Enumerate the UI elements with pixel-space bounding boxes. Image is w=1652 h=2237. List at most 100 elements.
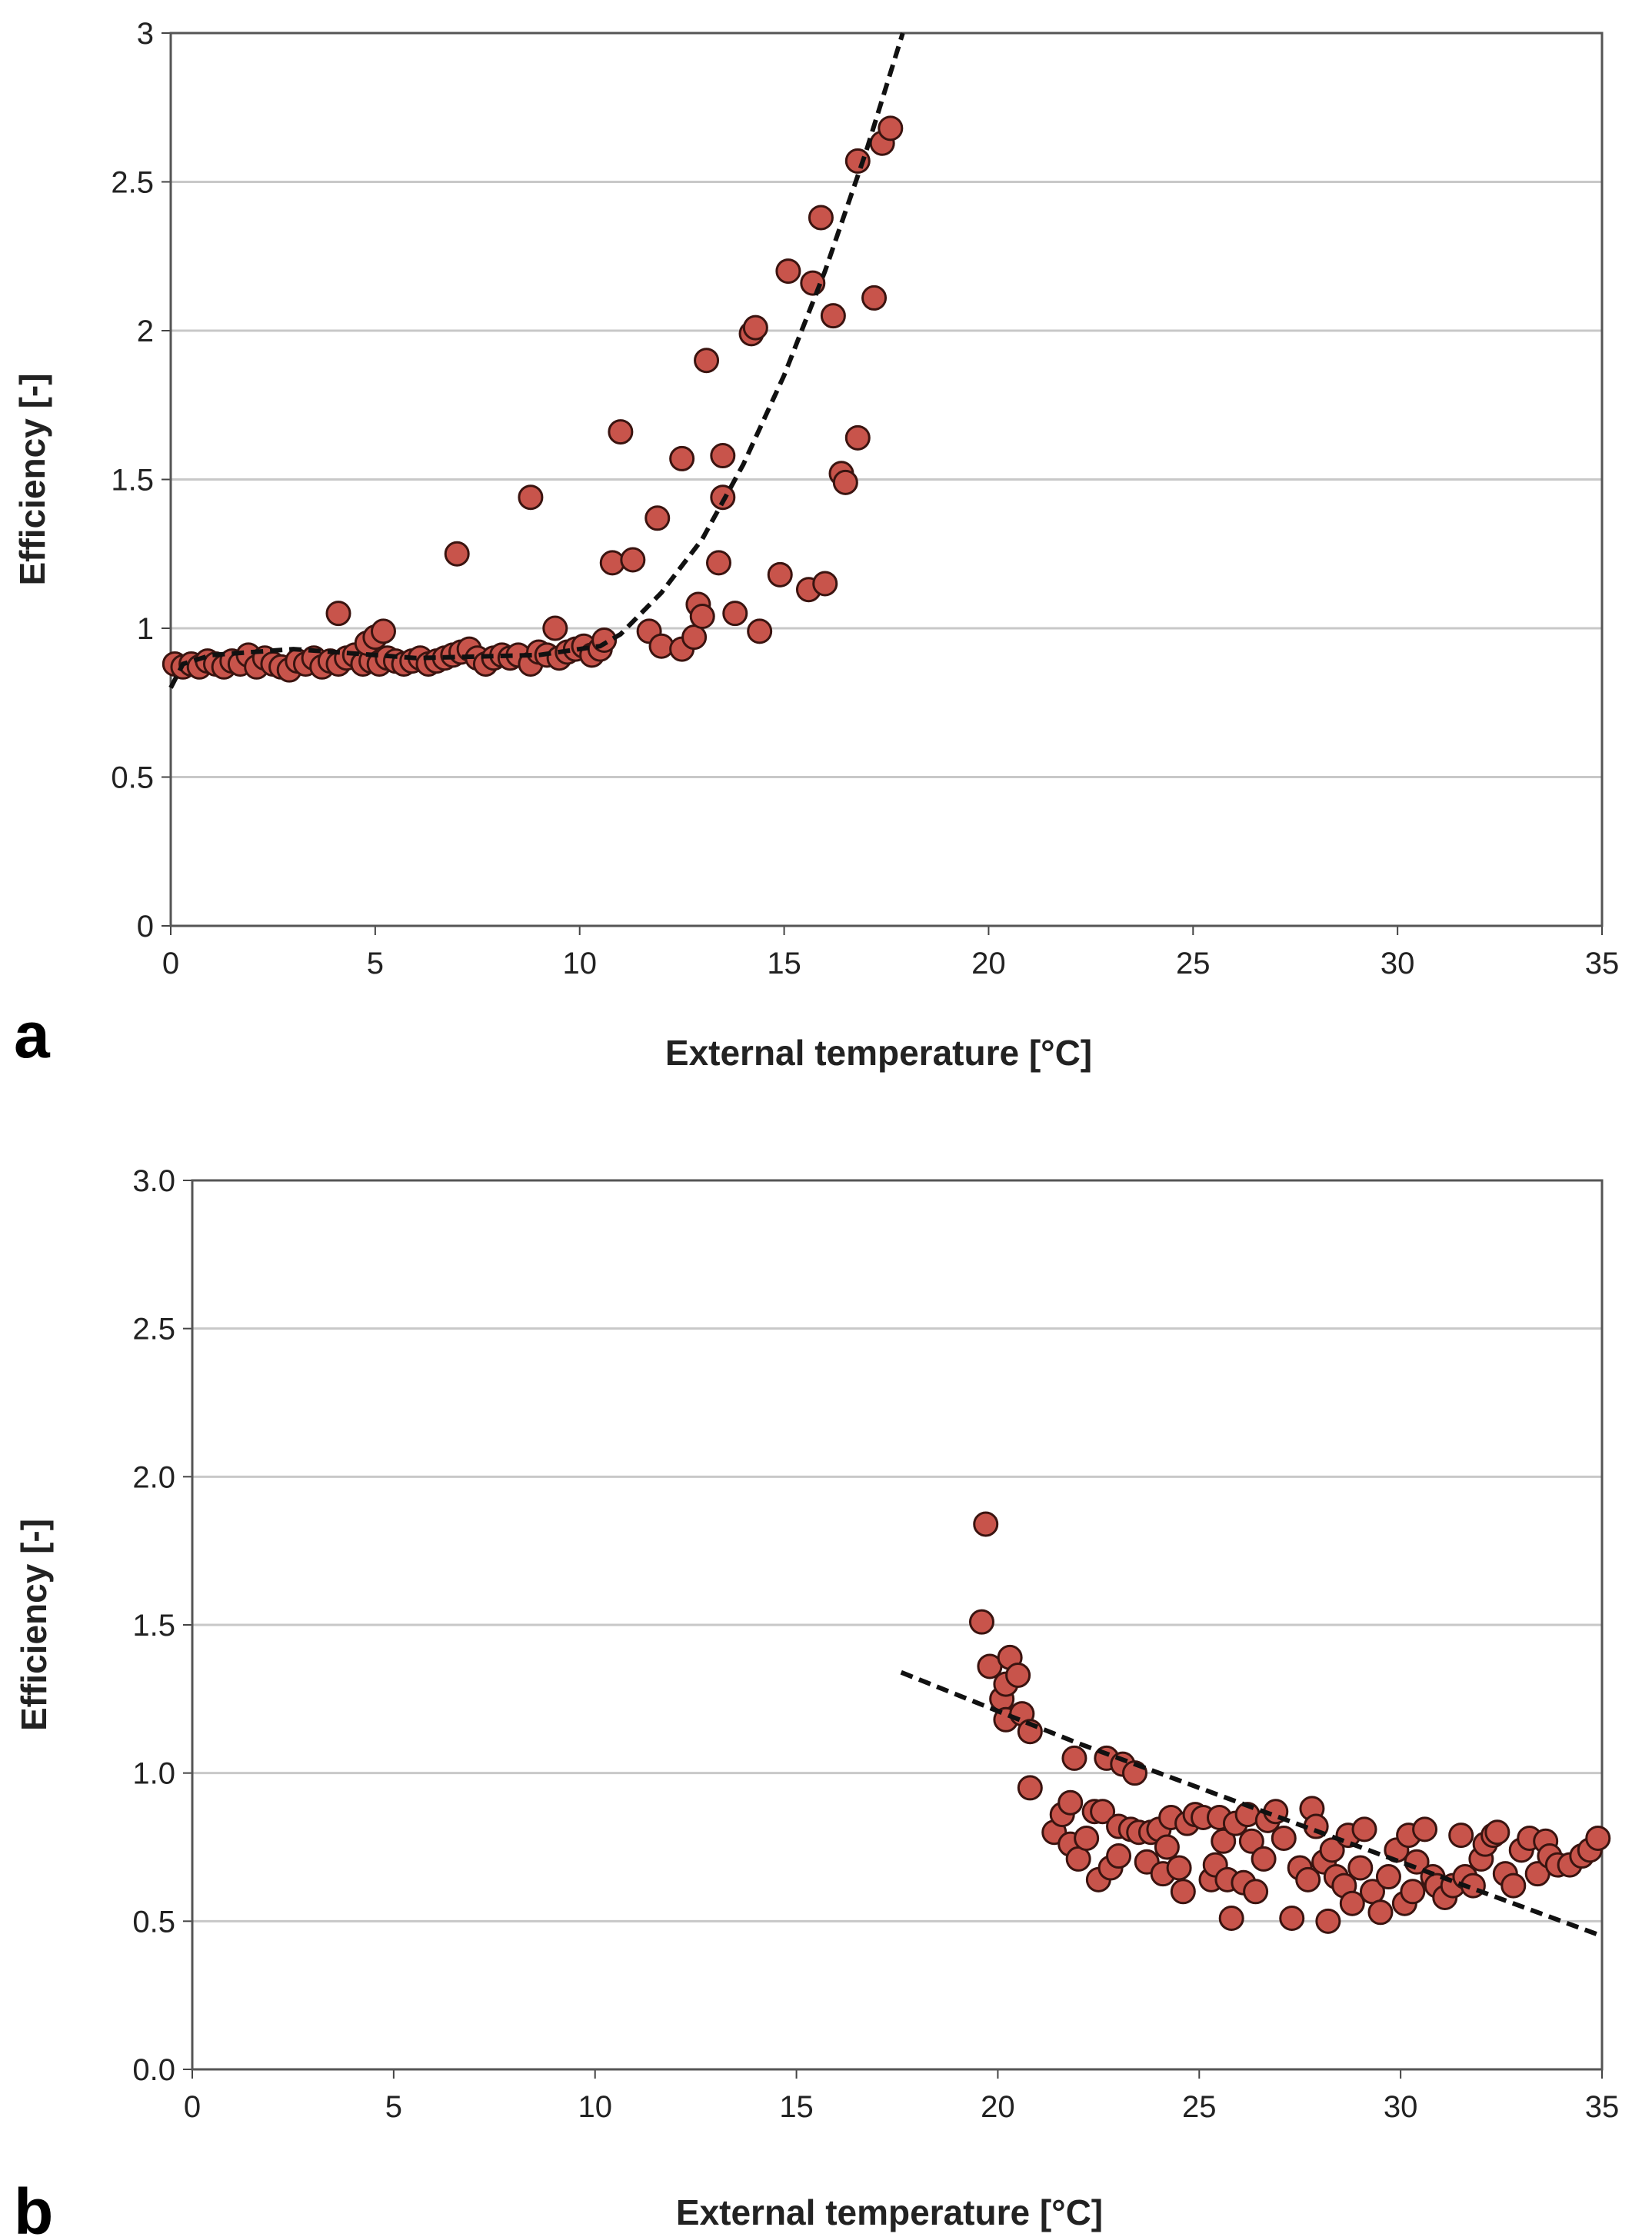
data-point (1243, 1879, 1269, 1905)
trendline (168, 32, 905, 689)
x-tick-label: 15 (779, 2090, 814, 2124)
data-point (844, 148, 871, 174)
data-point (694, 348, 720, 374)
y-axis-title: Efficiency [-] (14, 1519, 54, 1731)
y-tick-label: 0.5 (132, 1905, 175, 1939)
data-point (1211, 1828, 1237, 1854)
data-point (844, 424, 871, 451)
data-point (968, 1609, 994, 1635)
data-point (1106, 1843, 1132, 1869)
data-point (599, 550, 625, 576)
y-tick-label: 1.0 (132, 1757, 175, 1791)
x-axis-title: External temperature [°C] (676, 2192, 1103, 2232)
data-point (542, 615, 568, 641)
data-point (705, 550, 731, 576)
data-point (1166, 1855, 1192, 1881)
data-point (518, 484, 544, 511)
data-point (681, 624, 708, 651)
x-tick-label: 10 (562, 947, 597, 980)
data-point (1090, 1799, 1116, 1825)
data-point (775, 258, 801, 285)
x-axis-title: External temperature [°C] (665, 1033, 1092, 1073)
y-axis-title: Efficiency [-] (12, 373, 52, 585)
x-tick-label: 25 (1176, 947, 1211, 980)
y-tick-label: 0 (137, 910, 154, 944)
data-point (1448, 1823, 1474, 1849)
y-tick-label: 3 (137, 17, 154, 51)
data-point (1484, 1819, 1510, 1846)
data-point (648, 633, 674, 659)
data-point (812, 571, 838, 597)
data-point (644, 505, 671, 531)
y-tick-label: 0.5 (111, 761, 154, 795)
data-point (832, 469, 858, 495)
x-tick-label: 30 (1381, 947, 1415, 980)
y-tick-label: 2.0 (132, 1460, 175, 1494)
data-point (1500, 1872, 1527, 1899)
x-tick-label: 35 (1585, 2090, 1620, 2124)
x-tick-label: 20 (981, 2090, 1015, 2124)
data-point (820, 303, 846, 329)
data-point (1412, 1816, 1438, 1843)
panel-label: a (14, 999, 51, 1071)
data-point (1251, 1846, 1277, 1872)
x-tick-label: 5 (385, 2090, 402, 2124)
data-point (669, 445, 695, 471)
data-point (710, 443, 736, 469)
data-point (689, 604, 715, 630)
data-point (1017, 1775, 1043, 1801)
y-tick-label: 1.5 (111, 464, 154, 498)
data-point (1238, 1828, 1264, 1854)
data-point (808, 205, 834, 231)
data-point (1061, 1745, 1087, 1771)
data-point (1347, 1855, 1374, 1881)
data-point (370, 618, 396, 644)
data-point (620, 547, 646, 573)
data-point (1351, 1816, 1377, 1843)
data-point (1295, 1866, 1321, 1892)
data-point (1375, 1864, 1401, 1890)
x-tick-label: 20 (971, 947, 1006, 980)
data-point (973, 1511, 999, 1537)
y-tick-label: 3.0 (132, 1164, 175, 1198)
data-point (742, 315, 768, 341)
data-point (1367, 1899, 1394, 1926)
y-tick-label: 2.5 (111, 166, 154, 200)
data-point (878, 115, 904, 141)
data-point (1074, 1825, 1100, 1851)
plot-frame (191, 1179, 1604, 2071)
data-point (608, 419, 634, 445)
chart-b: 0.0 0.5 1.0 1.5 2.0 2.5 3.0 0 5 10 15 20 25 30 35 Effic… (14, 1164, 1619, 2237)
y-tick-label: 2 (137, 315, 154, 348)
panel-label: b (14, 2175, 53, 2237)
data-point (1315, 1908, 1341, 1934)
x-tick-label: 15 (767, 947, 801, 980)
data-point (722, 601, 748, 627)
data-point (800, 270, 826, 296)
data-point (747, 618, 773, 644)
x-tick-label: 10 (578, 2090, 612, 2124)
x-tick-label: 0 (184, 2090, 201, 2124)
x-tick-label: 25 (1182, 2090, 1217, 2124)
data-point (1154, 1834, 1180, 1860)
x-tick-label: 30 (1384, 2090, 1418, 2124)
data-point (1585, 1825, 1611, 1851)
plot-frame (169, 32, 1604, 927)
y-tick-label: 2.5 (132, 1313, 175, 1347)
data-point (861, 285, 888, 311)
y-tick-label: 1.5 (132, 1609, 175, 1643)
data-point (1271, 1825, 1297, 1851)
data-point (1279, 1905, 1305, 1931)
y-tick-label: 1 (137, 612, 154, 646)
data-point (767, 561, 793, 588)
data-point (1057, 1789, 1084, 1816)
data-point (1400, 1879, 1426, 1905)
data-point (444, 541, 470, 567)
data-point (1339, 1890, 1365, 1916)
data-point (1218, 1905, 1244, 1931)
trendline (900, 1669, 1604, 1939)
y-tick-label: 0.0 (132, 2053, 175, 2087)
x-tick-label: 35 (1585, 947, 1620, 980)
